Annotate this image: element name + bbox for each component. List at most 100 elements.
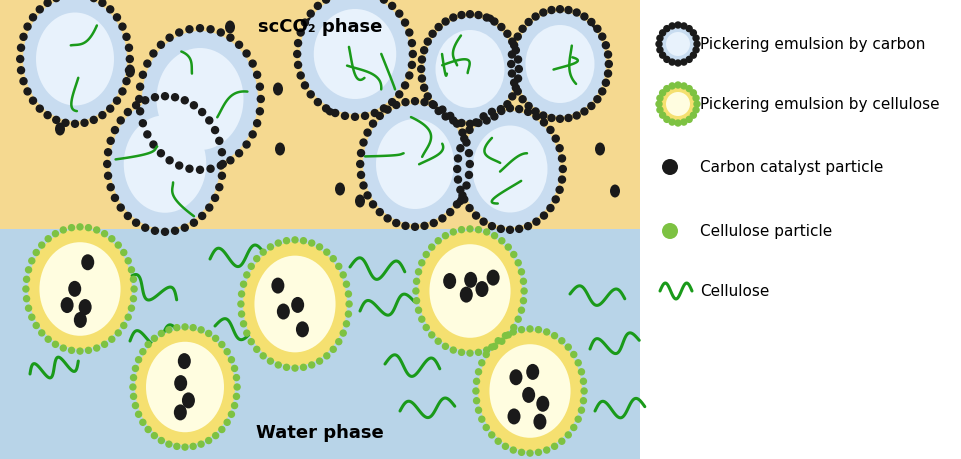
Circle shape [30, 98, 37, 105]
Circle shape [199, 213, 206, 220]
Ellipse shape [522, 387, 534, 403]
Circle shape [498, 108, 505, 115]
Ellipse shape [464, 272, 477, 288]
Circle shape [442, 114, 449, 121]
Circle shape [218, 149, 225, 157]
Circle shape [656, 96, 662, 102]
Circle shape [458, 350, 464, 356]
Circle shape [593, 96, 601, 103]
Ellipse shape [435, 31, 504, 109]
Circle shape [434, 108, 442, 115]
Circle shape [479, 360, 484, 366]
Circle shape [125, 258, 131, 264]
Circle shape [423, 252, 429, 258]
Circle shape [235, 42, 242, 49]
Circle shape [498, 24, 505, 32]
Circle shape [458, 227, 464, 233]
Circle shape [580, 388, 586, 394]
Circle shape [332, 110, 338, 117]
Circle shape [406, 73, 412, 80]
Circle shape [453, 121, 460, 128]
Circle shape [131, 286, 137, 292]
Circle shape [564, 7, 572, 15]
Ellipse shape [424, 18, 515, 122]
Circle shape [123, 78, 130, 85]
Circle shape [145, 342, 151, 348]
Circle shape [340, 272, 346, 278]
Circle shape [218, 173, 225, 180]
Circle shape [102, 341, 108, 347]
Circle shape [150, 51, 157, 58]
Circle shape [693, 102, 700, 108]
Circle shape [124, 109, 132, 116]
Circle shape [232, 403, 237, 409]
Circle shape [190, 325, 196, 331]
Circle shape [243, 272, 250, 278]
Circle shape [190, 443, 196, 449]
Circle shape [488, 344, 494, 350]
Circle shape [215, 184, 223, 191]
Circle shape [509, 329, 516, 335]
Ellipse shape [313, 10, 396, 100]
Circle shape [185, 27, 193, 34]
Ellipse shape [305, 18, 314, 31]
Ellipse shape [182, 392, 195, 409]
Ellipse shape [79, 299, 91, 315]
Circle shape [341, 113, 348, 120]
Circle shape [450, 347, 456, 353]
Circle shape [62, 120, 69, 127]
Circle shape [211, 127, 218, 134]
Circle shape [415, 269, 421, 275]
Circle shape [555, 146, 562, 152]
Circle shape [520, 298, 526, 304]
Circle shape [692, 96, 699, 102]
Circle shape [369, 202, 376, 208]
Ellipse shape [28, 230, 132, 349]
Circle shape [207, 166, 214, 173]
Circle shape [254, 256, 259, 262]
Ellipse shape [300, 0, 409, 115]
Circle shape [465, 127, 473, 134]
Circle shape [669, 60, 675, 66]
Circle shape [551, 443, 557, 449]
Circle shape [166, 157, 173, 164]
Circle shape [514, 76, 521, 83]
Circle shape [117, 205, 124, 212]
Circle shape [552, 136, 558, 143]
Circle shape [418, 76, 425, 83]
Circle shape [548, 115, 554, 122]
Circle shape [182, 444, 187, 450]
Circle shape [392, 220, 400, 227]
Circle shape [510, 43, 517, 50]
Circle shape [527, 326, 532, 332]
Circle shape [81, 120, 87, 127]
Circle shape [131, 393, 136, 399]
Circle shape [206, 437, 211, 443]
Circle shape [297, 73, 304, 80]
Ellipse shape [36, 13, 114, 106]
Circle shape [90, 0, 97, 3]
Circle shape [136, 109, 143, 116]
Circle shape [376, 113, 382, 120]
Circle shape [454, 156, 461, 162]
Circle shape [402, 100, 408, 106]
Circle shape [161, 229, 168, 236]
Ellipse shape [23, 0, 127, 122]
Circle shape [395, 11, 403, 18]
Circle shape [133, 366, 138, 372]
Circle shape [656, 48, 662, 54]
Circle shape [497, 226, 504, 233]
Circle shape [535, 449, 541, 455]
Circle shape [53, 341, 59, 347]
Circle shape [117, 118, 124, 125]
Circle shape [228, 357, 234, 363]
Ellipse shape [275, 143, 284, 156]
Circle shape [176, 30, 183, 37]
Circle shape [115, 242, 121, 248]
Circle shape [507, 62, 514, 68]
Circle shape [442, 233, 448, 239]
Circle shape [418, 260, 425, 266]
Circle shape [196, 26, 204, 33]
Circle shape [434, 238, 441, 244]
Circle shape [215, 138, 223, 145]
